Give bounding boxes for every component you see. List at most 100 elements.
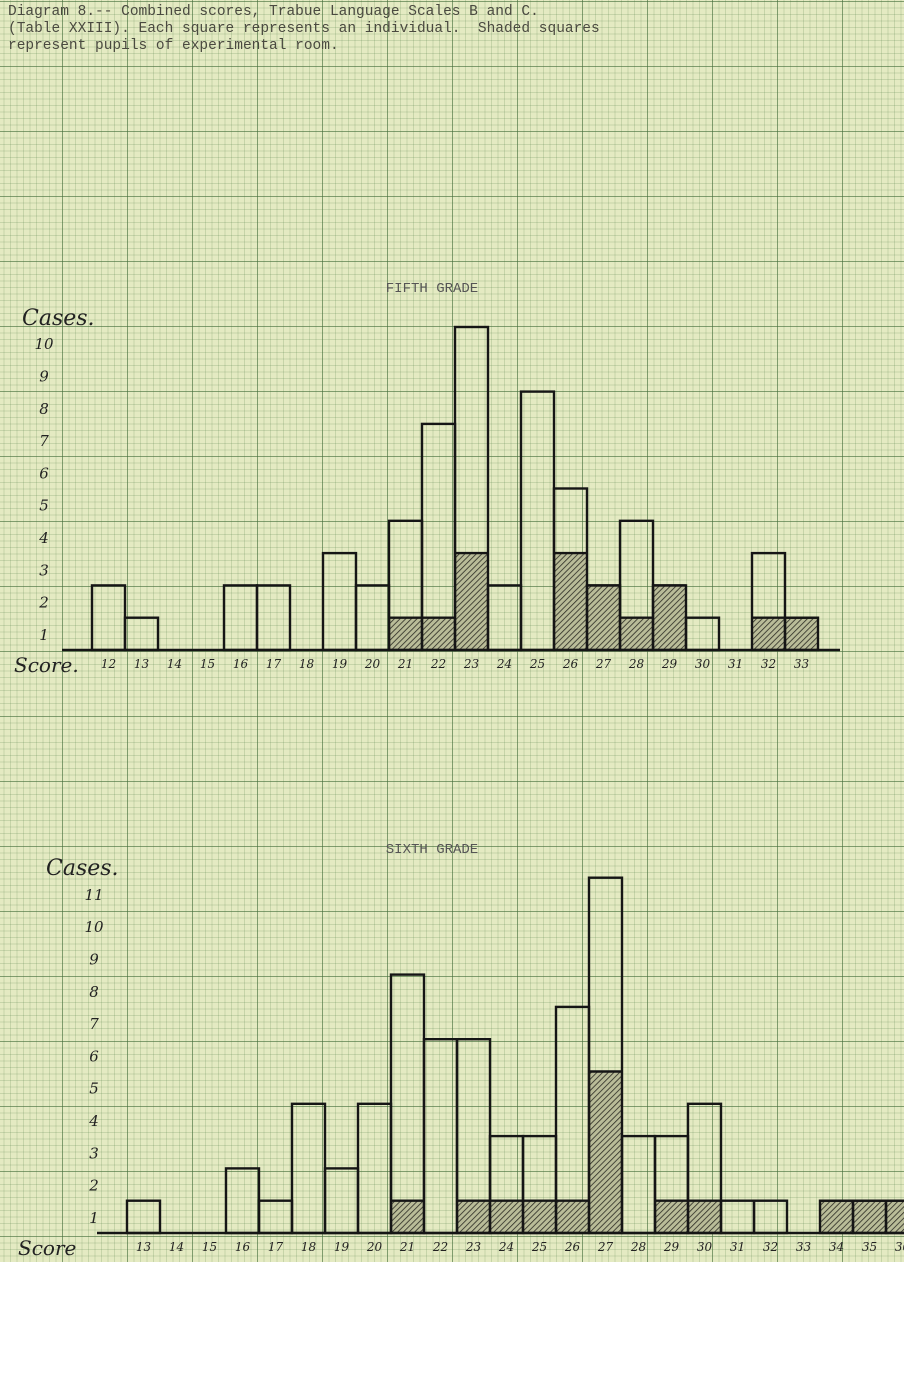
chart-0-y-tick-label: 10 (34, 335, 54, 353)
chart-1-x-tick-label: 24 (498, 1240, 514, 1254)
chart-0-y-tick-label: 7 (39, 432, 49, 450)
chart-1-x-tick-label: 29 (663, 1240, 680, 1254)
chart-1-x-tick-label: 30 (697, 1240, 713, 1254)
chart-1-y-tick-label: 10 (84, 918, 104, 936)
chart-1-bar (620, 1134, 657, 1235)
chart-1-x-tick-label: 31 (730, 1240, 745, 1254)
chart-0-y-tick-label: 2 (38, 594, 49, 612)
chart-1-bar (257, 1199, 294, 1235)
chart-0-x-tick-label: 18 (299, 657, 315, 671)
chart-1-x-tick-label: 14 (169, 1240, 184, 1254)
chart-0-shaded-bar (587, 585, 620, 650)
chart-0-shaded-bar (554, 553, 587, 650)
chart-0-shaded-bar (653, 585, 686, 650)
chart-1-x-tick-label: 20 (366, 1240, 383, 1254)
chart-1-y-tick-label: 5 (89, 1080, 99, 1098)
chart-1-x-tick-label: 18 (301, 1240, 317, 1254)
chart-0-y-tick-label: 8 (39, 400, 49, 418)
chart-0-shaded-bar (785, 617, 818, 650)
chart-1-bar (719, 1199, 756, 1235)
chart-1-bar (323, 1167, 360, 1235)
diagram-caption: Diagram 8.-- Combined scores, Trabue Lan… (8, 4, 600, 54)
chart-0-shaded-bar (389, 617, 422, 650)
chart-1-shaded-bar (886, 1200, 904, 1233)
chart-1-shaded-bar (853, 1200, 886, 1233)
chart-0-bar (123, 616, 160, 652)
chart-1-y-axis-label: Cases. (46, 856, 119, 881)
chart-0-x-tick-label: 21 (397, 657, 413, 671)
chart-1-shaded-bar (556, 1200, 589, 1233)
chart-1-x-tick-label: 36 (895, 1240, 904, 1254)
chart-0-bar (321, 551, 358, 652)
chart-1-y-tick-label: 8 (89, 983, 99, 1001)
chart-0-x-tick-label: 25 (529, 657, 545, 671)
chart-1-x-tick-label: 27 (597, 1240, 614, 1254)
chart-1-shaded-bar (457, 1200, 490, 1233)
chart-0-x-tick-label: 28 (628, 657, 645, 671)
chart-0-y-tick-label: 6 (39, 464, 49, 482)
chart-1-x-tick-label: 33 (796, 1240, 812, 1254)
chart-0-x-tick-label: 26 (562, 657, 579, 671)
chart-1-y-tick-label: 2 (88, 1177, 99, 1195)
chart-1-x-tick-label: 23 (465, 1240, 482, 1254)
chart-0-x-tick-label: 32 (761, 657, 776, 671)
chart-1-bar (422, 1037, 459, 1235)
chart-0-x-tick-label: 29 (661, 657, 678, 671)
chart-0-x-axis-label: Score. (14, 653, 79, 677)
page-margin (0, 1262, 904, 1390)
chart-1-shaded-bar (589, 1071, 622, 1233)
chart-0-x-tick-label: 17 (266, 657, 282, 671)
chart-0-x-tick-label: 27 (595, 657, 612, 671)
chart-0-x-tick-label: 31 (728, 657, 743, 671)
chart-0-bar (519, 390, 556, 652)
chart-1-x-tick-label: 25 (531, 1240, 547, 1254)
chart-0-shaded-bar (620, 617, 653, 650)
chart-0-x-tick-label: 23 (463, 657, 480, 671)
chart-1-bar (554, 1005, 591, 1235)
chart-1-y-tick-label: 9 (89, 950, 99, 968)
chart-0-x-tick-label: 13 (134, 657, 150, 671)
chart-1-shaded-bar (655, 1200, 688, 1233)
chart-0-shaded-bar (455, 553, 488, 650)
chart-0-y-axis-label: Cases. (22, 306, 95, 331)
chart-0-x-tick-label: 20 (364, 657, 381, 671)
chart-0-y-tick-label: 3 (39, 561, 49, 579)
chart-0-x-tick-label: 19 (332, 657, 348, 671)
chart-0-title: FIFTH GRADE (386, 281, 478, 297)
chart-0-bar (486, 584, 523, 652)
chart-1-shaded-bar (391, 1200, 424, 1233)
chart-0-bar (255, 584, 292, 652)
chart-1-x-tick-label: 32 (763, 1240, 778, 1254)
chart-1-bar (224, 1167, 261, 1235)
chart-0-x-tick-label: 24 (496, 657, 512, 671)
chart-1-x-tick-label: 15 (202, 1240, 217, 1254)
chart-1-title: SIXTH GRADE (386, 842, 478, 858)
chart-1-bar (356, 1102, 393, 1235)
chart-1-y-tick-label: 1 (89, 1209, 99, 1227)
chart-0-y-tick-label: 4 (38, 529, 49, 547)
chart-0-x-tick-label: 16 (233, 657, 249, 671)
chart-1-x-tick-label: 13 (136, 1240, 152, 1254)
chart-0-bar (420, 422, 457, 652)
chart-0-x-tick-label: 22 (430, 657, 446, 671)
chart-1-x-tick-label: 34 (829, 1240, 844, 1254)
chart-1-x-tick-label: 28 (630, 1240, 647, 1254)
chart-1-x-axis-label: Score (18, 1236, 76, 1260)
chart-1-x-tick-label: 19 (334, 1240, 350, 1254)
chart-1-x-tick-label: 16 (235, 1240, 251, 1254)
chart-0-bar (222, 584, 259, 652)
chart-0-x-tick-label: 30 (695, 657, 711, 671)
chart-1-shaded-bar (523, 1200, 556, 1233)
chart-1-x-tick-label: 22 (432, 1240, 448, 1254)
chart-0-y-tick-label: 1 (39, 626, 49, 644)
chart-1-shaded-bar (490, 1200, 523, 1233)
chart-1-bar (752, 1199, 789, 1235)
chart-0-y-tick-label: 9 (39, 367, 49, 385)
chart-0-x-tick-label: 12 (101, 657, 116, 671)
chart-1-x-tick-label: 17 (268, 1240, 284, 1254)
chart-0-x-tick-label: 33 (794, 657, 810, 671)
chart-0-bar (354, 584, 391, 652)
chart-1-y-tick-label: 7 (89, 1015, 99, 1033)
chart-1-shaded-bar (688, 1200, 721, 1233)
